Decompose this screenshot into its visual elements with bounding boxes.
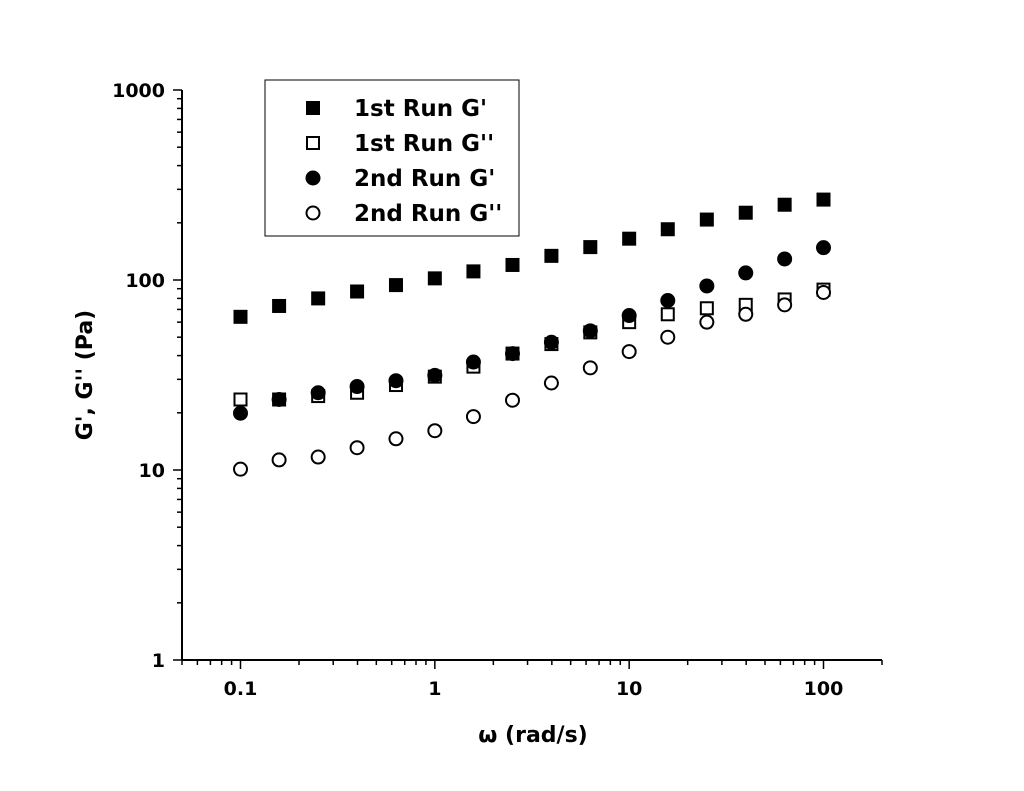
series-1	[233, 192, 831, 324]
data-point	[310, 449, 326, 465]
x-tick-label: 1	[428, 678, 441, 700]
data-point	[582, 360, 598, 376]
x-tick-label: 0.1	[224, 678, 258, 700]
data-point	[233, 309, 248, 324]
data-point	[815, 284, 831, 300]
data-point	[272, 298, 287, 313]
data-point	[349, 440, 365, 456]
data-point	[583, 240, 598, 255]
data-point	[505, 346, 521, 362]
data-point	[660, 329, 676, 345]
data-point	[816, 192, 831, 207]
data-point	[777, 197, 792, 212]
data-point	[543, 375, 559, 391]
legend-label: 2nd Run G''	[354, 201, 502, 227]
data-point	[699, 278, 715, 294]
data-point	[738, 265, 754, 281]
legend-label: 2nd Run G'	[354, 166, 495, 192]
y-tick-label: 100	[125, 270, 165, 292]
data-point	[427, 367, 443, 383]
data-point	[622, 231, 637, 246]
y-tick-label: 1000	[112, 80, 165, 102]
data-point	[777, 251, 793, 267]
legend-label: 1st Run G''	[354, 131, 494, 157]
x-axis-title: ω (rad/s)	[478, 723, 587, 748]
axes: 0.1 1 10 100 1 10 100 1000	[112, 80, 883, 700]
legend-marker	[305, 205, 321, 221]
legend-marker	[306, 136, 320, 150]
data-point	[777, 297, 793, 313]
data-point	[271, 391, 287, 407]
data-point	[427, 271, 442, 286]
data-point	[660, 222, 675, 237]
data-point	[349, 379, 365, 395]
data-point	[582, 323, 598, 339]
data-point	[699, 314, 715, 330]
x-tick-label: 100	[804, 678, 844, 700]
y-axis-title: G', G'' (Pa)	[73, 310, 98, 441]
data-point	[311, 291, 326, 306]
data-point	[388, 373, 404, 389]
data-point	[699, 301, 714, 316]
data-point	[465, 409, 481, 425]
y-tick-label: 10	[139, 460, 165, 482]
legend: 1st Run G' 1st Run G'' 2nd Run G' 2nd Run G…	[264, 79, 520, 237]
data-point	[505, 257, 520, 272]
y-tick-label: 1	[152, 650, 165, 672]
data-point	[350, 284, 365, 299]
x-tick-label: 10	[616, 678, 642, 700]
data-point	[660, 293, 676, 309]
data-point	[738, 306, 754, 322]
legend-marker	[306, 101, 320, 115]
data-point	[543, 334, 559, 350]
legend-marker	[305, 170, 321, 186]
data-point	[699, 212, 714, 227]
data-point	[310, 385, 326, 401]
data-point	[505, 392, 521, 408]
data-point	[465, 354, 481, 370]
data-point	[388, 431, 404, 447]
legend-label: 1st Run G'	[354, 96, 487, 122]
data-point	[466, 264, 481, 279]
data-point	[815, 240, 831, 256]
data-point	[233, 392, 248, 407]
data-point	[544, 248, 559, 263]
data-point	[621, 344, 637, 360]
series-4	[233, 284, 831, 477]
data-point	[271, 452, 287, 468]
series-3	[233, 240, 831, 421]
data-point	[427, 423, 443, 439]
data-point	[388, 278, 403, 293]
data-point	[233, 405, 249, 421]
data-points	[233, 192, 831, 477]
data-point	[233, 461, 249, 477]
data-point	[660, 307, 675, 322]
data-point	[621, 308, 637, 324]
data-point	[738, 205, 753, 220]
